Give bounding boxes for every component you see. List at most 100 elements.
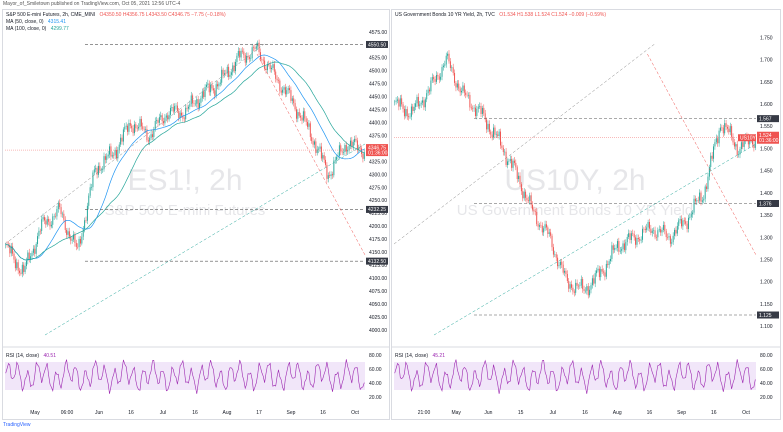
candle-body xyxy=(484,113,486,120)
candle-body xyxy=(232,65,234,73)
candle-body xyxy=(449,61,451,69)
candle-body xyxy=(93,169,95,173)
candle-body xyxy=(417,96,419,107)
candle-body xyxy=(658,229,660,231)
price-tick-label: 4375.00 xyxy=(369,133,387,139)
candle-body xyxy=(115,150,117,159)
candle-body xyxy=(577,285,579,287)
candle-body xyxy=(614,248,616,250)
candle-body xyxy=(24,266,26,272)
candle-body xyxy=(14,259,16,269)
candle-body xyxy=(212,88,214,91)
candle-body xyxy=(733,142,735,147)
ma100-label[interactable]: MA (100, close, 0) xyxy=(6,26,47,32)
candle-body xyxy=(676,225,678,234)
time-tick-label: May xyxy=(30,410,40,416)
price-tick-label: 1.100 xyxy=(760,324,773,330)
time-tick-label: Jul xyxy=(550,410,556,416)
candle-body xyxy=(523,191,525,199)
candle-body xyxy=(650,228,652,233)
candle-body xyxy=(483,107,485,114)
candle-body xyxy=(244,55,246,63)
price-tick-label: 1.200 xyxy=(760,280,773,286)
candle-body xyxy=(444,64,446,66)
candle-body xyxy=(657,230,659,238)
candle-body xyxy=(233,65,235,72)
publisher-header: Mayor_of_Smiletown published on TradingV… xyxy=(3,1,181,7)
candle-body xyxy=(547,227,549,234)
candle-body xyxy=(128,122,130,132)
candle-body xyxy=(248,57,250,59)
candle-body xyxy=(133,124,135,134)
candle-body xyxy=(49,221,51,227)
candle-body xyxy=(109,146,111,155)
candle-body xyxy=(731,126,733,137)
candle-body xyxy=(743,140,745,147)
candle-body xyxy=(31,252,33,257)
es-chart-pane[interactable]: ES1!, 2h S&P 500 E-mini Futures 4575.00 455… xyxy=(2,9,390,420)
candle-body xyxy=(68,231,70,237)
candle-body xyxy=(529,195,531,202)
candle-body xyxy=(466,94,468,96)
price-tick-label: 4300.00 xyxy=(369,172,387,178)
candle-body xyxy=(138,126,140,129)
candle-body xyxy=(479,106,481,107)
candle-body xyxy=(315,141,317,153)
candle-body xyxy=(272,64,274,68)
price-tick-label: 4150.00 xyxy=(369,250,387,256)
candle-body xyxy=(336,156,338,160)
candle-body xyxy=(280,90,282,93)
candle-body xyxy=(319,146,321,149)
rsi-label[interactable]: RSI (14, close) xyxy=(395,353,429,359)
candle-body xyxy=(304,111,306,119)
candle-body xyxy=(628,233,630,237)
tradingview-logo-text[interactable]: TradingView xyxy=(3,422,31,428)
candle-body xyxy=(682,220,684,227)
candle-body xyxy=(573,291,575,293)
candle-body xyxy=(185,107,187,120)
us10y-chart-pane[interactable]: US10Y, 2h US Government Bonds 10 YR Yield… xyxy=(391,9,781,420)
candle-body xyxy=(445,55,447,65)
candle-body xyxy=(566,274,568,282)
price-tick-label: 4125.00 xyxy=(369,263,387,269)
candle-body xyxy=(156,120,158,122)
rsi-label[interactable]: RSI (14, close) xyxy=(6,353,40,359)
candle-body xyxy=(470,107,472,109)
candle-body xyxy=(500,131,501,146)
candle-body xyxy=(604,272,606,277)
candle-body xyxy=(97,165,99,175)
candle-body xyxy=(228,66,230,77)
candle-body xyxy=(215,84,217,96)
us10y-title[interactable]: US Government Bonds 10 YR Yield, 2h, TVC xyxy=(395,12,495,18)
candle-body xyxy=(612,245,614,250)
price-tick-label: 1.450 xyxy=(760,169,773,175)
candle-body xyxy=(468,94,469,96)
candle-body xyxy=(580,279,582,286)
candle-body xyxy=(34,248,36,254)
candle-body xyxy=(147,140,149,142)
candle-body xyxy=(615,247,617,249)
candle-body xyxy=(349,140,351,147)
candle-body xyxy=(653,230,655,231)
candle-body xyxy=(703,198,705,201)
candle-body xyxy=(262,59,264,61)
candle-body xyxy=(668,236,670,238)
candle-body xyxy=(78,238,80,248)
candle-body xyxy=(352,142,354,147)
candle-body xyxy=(17,262,19,271)
candle-body xyxy=(431,77,433,81)
price-tick-label: 4225.00 xyxy=(369,211,387,217)
es-title[interactable]: S&P 500 E-mini Futures, 2h, CME_MINI xyxy=(6,12,96,18)
candle-body xyxy=(545,224,547,228)
candle-body xyxy=(539,225,540,227)
candle-body xyxy=(398,99,400,107)
ma50-label[interactable]: MA (50, close, 0) xyxy=(6,19,44,25)
candle-body xyxy=(512,160,514,168)
candle-body xyxy=(45,220,47,225)
candle-body xyxy=(59,202,61,208)
candle-body xyxy=(174,106,176,112)
trend-line xyxy=(256,53,366,256)
es-chart-svg[interactable]: ES1!, 2h S&P 500 E-mini Futures 4575.00 455… xyxy=(3,10,389,419)
last-price-time: 01:36:00 xyxy=(759,138,779,144)
us10y-chart-svg[interactable]: US10Y, 2h US Government Bonds 10 YR Yield… xyxy=(392,10,780,419)
